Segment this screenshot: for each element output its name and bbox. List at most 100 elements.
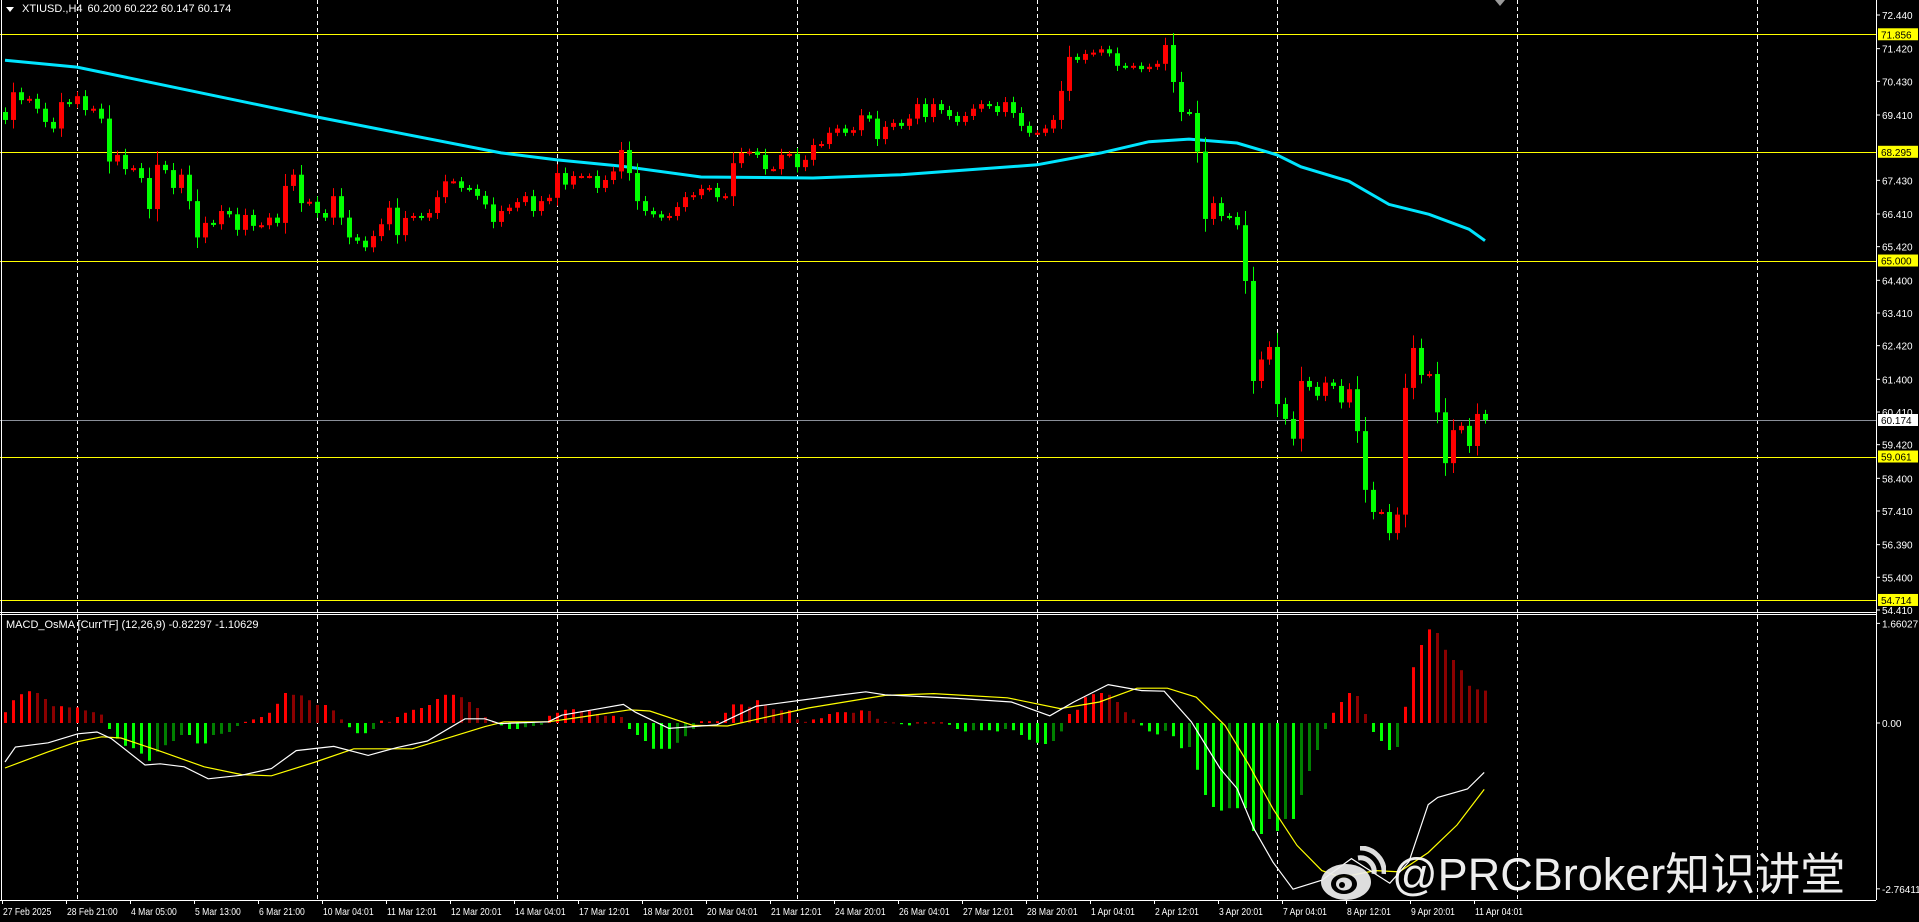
candle xyxy=(1139,62,1144,73)
candle xyxy=(1171,33,1176,93)
candle-body xyxy=(1467,425,1472,446)
histogram-bar xyxy=(372,723,375,729)
candle-body xyxy=(1347,389,1352,403)
candle-body xyxy=(1483,413,1488,420)
candle-body xyxy=(691,195,696,198)
histogram-bar xyxy=(300,695,303,723)
histogram-bar xyxy=(76,707,79,723)
candle xyxy=(579,173,584,179)
candle-body xyxy=(187,174,192,202)
candle xyxy=(755,148,760,159)
histogram-bar xyxy=(948,723,951,725)
histogram-bar xyxy=(540,723,543,725)
candle-body xyxy=(899,122,904,126)
candle xyxy=(939,99,944,114)
candle xyxy=(571,171,576,189)
histogram-bar xyxy=(1268,723,1271,819)
candle-body xyxy=(1443,412,1448,464)
candle xyxy=(883,121,888,145)
candle-body xyxy=(1027,125,1032,133)
candle xyxy=(1187,109,1192,116)
candle-body xyxy=(979,104,984,109)
candle xyxy=(979,100,984,113)
histogram-bar xyxy=(1468,685,1471,723)
candle xyxy=(1099,45,1104,56)
candle-body xyxy=(1123,65,1128,68)
candle-body xyxy=(299,174,304,204)
candle xyxy=(459,177,464,192)
candle xyxy=(187,165,192,210)
histogram-bar xyxy=(420,708,423,723)
histogram-bar xyxy=(1372,723,1375,732)
histogram-bar xyxy=(1484,690,1487,723)
histogram-bar xyxy=(340,719,343,723)
candle xyxy=(75,91,80,109)
price-tick-label: 55.400 xyxy=(1882,573,1913,584)
histogram-bar xyxy=(636,723,639,735)
candle xyxy=(67,98,72,107)
candle-body xyxy=(867,115,872,119)
histogram-bar xyxy=(1116,702,1119,723)
candle xyxy=(219,205,224,230)
candle-body xyxy=(851,130,856,133)
candle-body xyxy=(1195,113,1200,152)
histogram-bar xyxy=(1260,723,1263,834)
candle-body xyxy=(827,132,832,145)
candle xyxy=(443,174,448,204)
candle-body xyxy=(331,196,336,218)
candle xyxy=(1027,121,1032,137)
candle xyxy=(179,168,184,194)
dropdown-triangle-icon[interactable] xyxy=(6,6,14,12)
watermark-text: @PRCBroker知识讲堂 xyxy=(1392,848,1846,900)
candle xyxy=(1299,366,1304,452)
time-label: 20 Mar 04:01 xyxy=(707,906,758,917)
candle xyxy=(819,141,824,148)
histogram-bar xyxy=(292,694,295,723)
candle xyxy=(499,205,504,227)
candle-body xyxy=(91,108,96,111)
histogram-bar xyxy=(612,715,615,723)
candle-body xyxy=(1219,203,1224,216)
histogram-bar xyxy=(212,723,215,735)
candle xyxy=(611,166,616,185)
grid-lines xyxy=(77,0,1758,900)
candle xyxy=(91,105,96,113)
candle-body xyxy=(547,197,552,202)
horizontal-levels[interactable] xyxy=(0,34,1876,601)
histogram-bar xyxy=(252,719,255,723)
candle-body xyxy=(859,115,864,131)
time-axis[interactable]: 27 Feb 2025 28 Feb 21:00 4 Mar 05:00 5 Mar … xyxy=(2,900,1524,917)
histogram-bar xyxy=(1020,723,1023,735)
chart-shift-marker-icon[interactable] xyxy=(1495,0,1505,6)
histogram-bar xyxy=(916,722,919,724)
candle xyxy=(1083,49,1088,64)
price-tick-label: 54.410 xyxy=(1882,606,1913,617)
candle xyxy=(1259,351,1264,389)
histogram-bar xyxy=(396,717,399,723)
candle xyxy=(43,102,48,128)
histogram-bar xyxy=(1444,649,1447,723)
price-tick-label: 57.410 xyxy=(1882,507,1913,518)
candle-body xyxy=(1331,382,1336,386)
watermark: @PRCBroker知识讲堂 xyxy=(1318,846,1845,902)
histogram-bar xyxy=(508,723,511,729)
candle-body xyxy=(267,217,272,226)
histogram-bar xyxy=(1012,723,1015,731)
time-label: 26 Mar 04:01 xyxy=(899,906,950,917)
candle-body xyxy=(883,126,888,140)
candle xyxy=(3,107,8,125)
candle-body xyxy=(1011,102,1016,114)
candle xyxy=(1147,63,1152,73)
level-price-label: 71.856 xyxy=(1881,30,1912,41)
candle xyxy=(531,189,536,217)
candle-body xyxy=(819,144,824,147)
price-axis[interactable]: 72.440 71.420 70.430 69.410 67.430 66.410 65.4… xyxy=(1876,11,1919,896)
candle-body xyxy=(1035,132,1040,135)
histogram-bar xyxy=(732,704,735,723)
candle-body xyxy=(195,201,200,238)
histogram-bar xyxy=(404,712,407,723)
weibo-logo-icon xyxy=(1321,846,1386,900)
candle-body xyxy=(323,213,328,218)
candle-body xyxy=(11,92,16,120)
